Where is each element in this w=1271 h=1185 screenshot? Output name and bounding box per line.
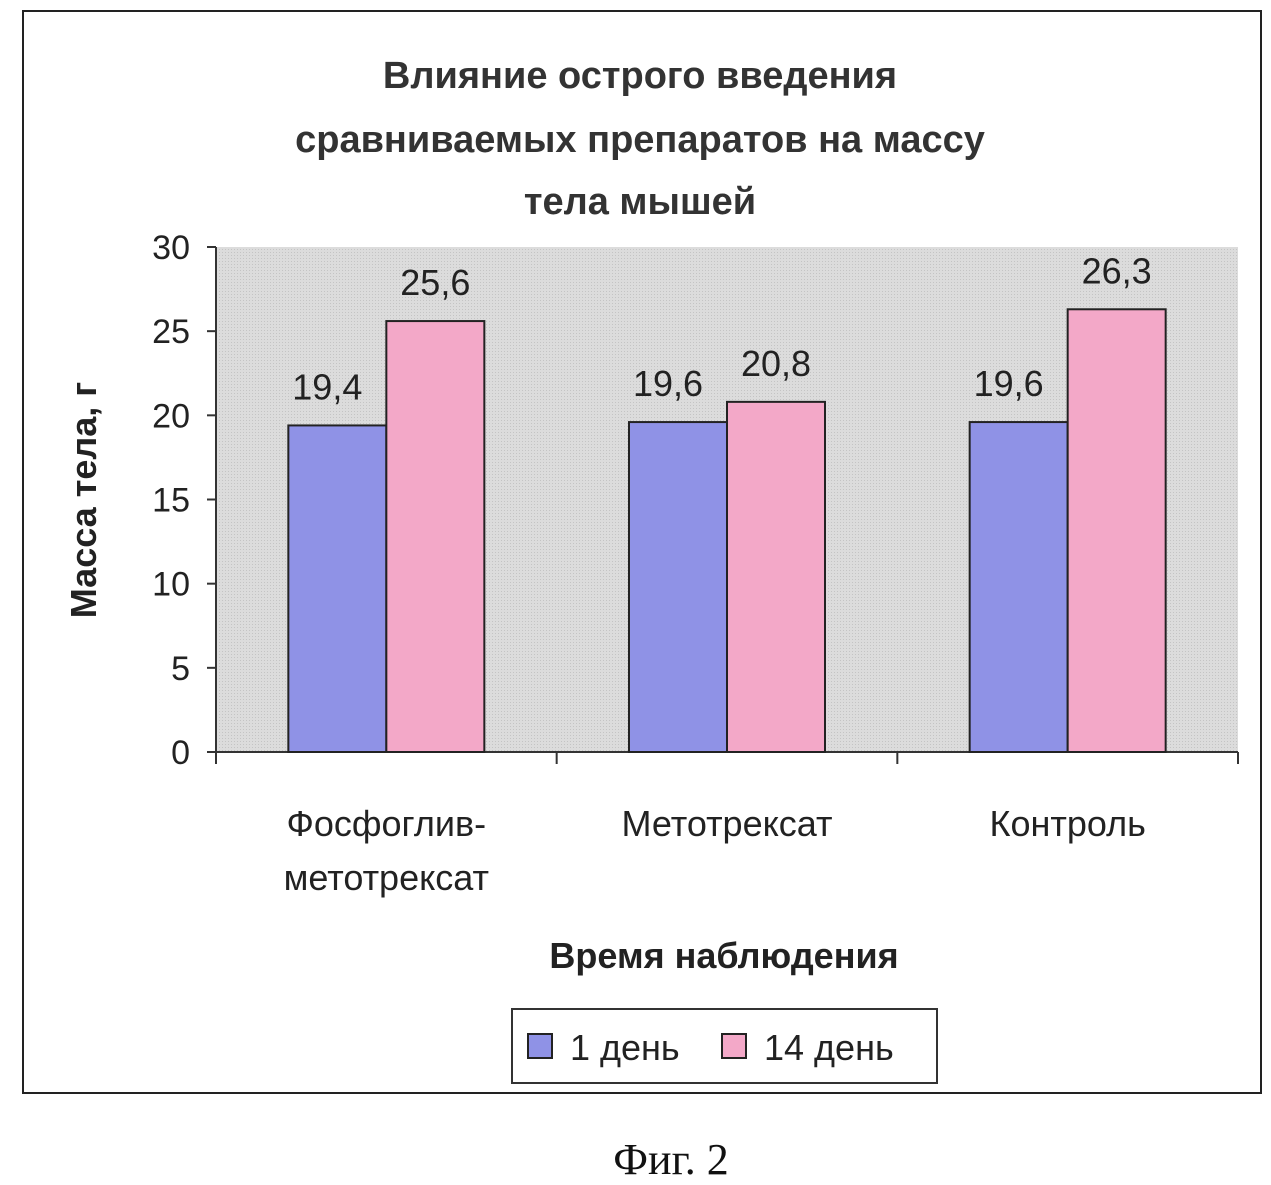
legend: 1 день 14 день	[512, 1009, 937, 1083]
legend-swatch-1	[528, 1034, 552, 1058]
bar-series-1-cat-1	[288, 425, 386, 752]
legend-label-1: 1 день	[570, 1027, 680, 1068]
chart-title: Влияние острого введения сравниваемых пр…	[295, 55, 985, 223]
x-category-label: Метотрексат	[622, 803, 833, 844]
data-label: 19,6	[974, 363, 1044, 404]
data-label: 25,6	[400, 262, 470, 303]
x-axis	[216, 752, 1238, 764]
data-label: 19,6	[633, 363, 703, 404]
y-tick-label: 10	[152, 566, 190, 604]
bar-series-2-cat-1	[386, 321, 484, 752]
y-tick-label: 15	[152, 482, 190, 520]
y-tick-label: 5	[171, 650, 190, 688]
x-category-label: Контроль	[989, 803, 1145, 844]
chart-title-line-1: Влияние острого введения	[383, 55, 897, 97]
data-label: 20,8	[741, 343, 811, 384]
bar-series-2-cat-3	[1068, 309, 1166, 752]
legend-label-2: 14 день	[764, 1027, 894, 1068]
figure-caption: Фиг. 2	[0, 1134, 1271, 1185]
y-axis-title: Масса тела, г	[63, 382, 104, 619]
chart-title-line-3: тела мышей	[524, 181, 756, 223]
x-axis-title: Время наблюдения	[549, 935, 898, 976]
bar-series-2-cat-2	[727, 402, 825, 752]
bar-chart: Влияние острого введения сравниваемых пр…	[0, 0, 1271, 1100]
x-category-label: Фосфоглив-	[287, 803, 487, 844]
y-tick-label: 25	[152, 313, 190, 351]
x-category-label: метотрексат	[284, 857, 489, 898]
data-label: 19,4	[292, 366, 362, 407]
data-label: 26,3	[1082, 250, 1152, 291]
y-tick-label: 20	[152, 397, 190, 435]
legend-swatch-2	[722, 1034, 746, 1058]
y-axis: 0 5 10 15 20 25 30	[152, 229, 216, 772]
bar-series-1-cat-2	[629, 422, 727, 752]
category-labels: Фосфоглив-метотрексат Метотрексат Контроль	[284, 803, 1146, 898]
y-tick-label: 0	[171, 734, 190, 772]
bar-series-1-cat-3	[970, 422, 1068, 752]
y-tick-label: 30	[152, 229, 190, 267]
chart-title-line-2: сравниваемых препаратов на массу	[295, 119, 985, 161]
